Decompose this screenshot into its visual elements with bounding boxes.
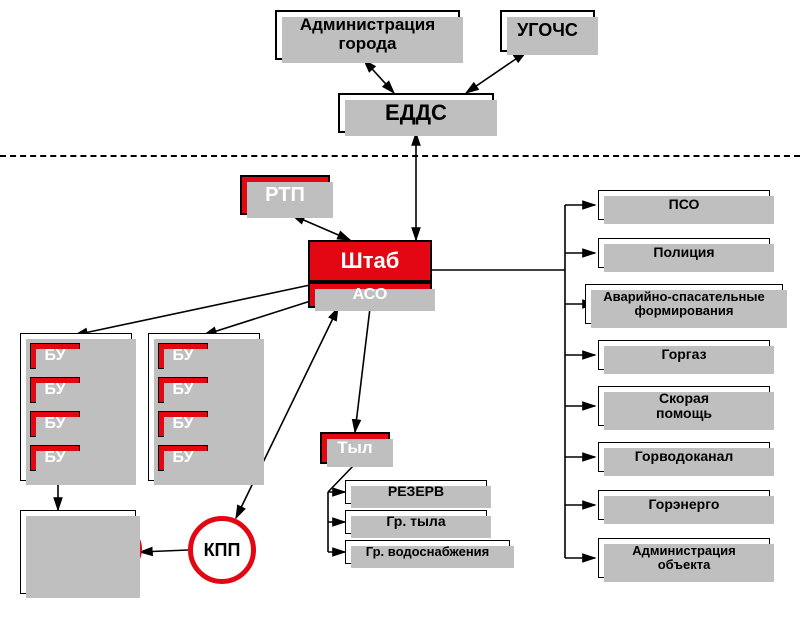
node-pso: ПСО (598, 190, 770, 220)
node-aso: АСО (308, 282, 432, 308)
node-shtab: Штаб (308, 240, 432, 282)
bu-item-7: БУ (158, 445, 208, 471)
bu-item-6: БУ (158, 411, 208, 437)
bu-item-2: БУ (30, 411, 80, 437)
node-admin_obj: Администрация объекта (598, 538, 770, 578)
node-gdz_frame (20, 510, 136, 594)
node-ugochs: УГОЧС (500, 10, 595, 52)
node-gorgaz: Горгаз (598, 340, 770, 370)
kpp-circle: КПП (188, 516, 256, 584)
bu-item-3: БУ (30, 445, 80, 471)
node-gr_vod: Гр. водоснабжения (345, 540, 510, 564)
node-police: Полиция (598, 238, 770, 268)
node-edds: ЕДДС (338, 93, 494, 133)
node-rezerv: РЕЗЕРВ (345, 480, 487, 504)
node-gorvod: Горводоканал (598, 442, 770, 472)
diagram-stage: Администрация города УГОЧС ЕДДС РТП ШтабАСО Т… (0, 0, 800, 619)
bu-item-1: БУ (30, 377, 80, 403)
node-skoraya: Скорая помощь (598, 386, 770, 426)
node-gr_tyla: Гр. тыла (345, 510, 487, 534)
node-tyl: Тыл (320, 432, 390, 464)
bu-item-4: БУ (158, 343, 208, 369)
node-admin: Администрация города (275, 10, 460, 60)
section-divider (0, 155, 800, 157)
node-gorenergo: Горэнерго (598, 490, 770, 520)
bu-item-5: БУ (158, 377, 208, 403)
bu-item-0: БУ (30, 343, 80, 369)
node-rtp: РТП (240, 175, 330, 215)
node-asf: Аварийно-спасательные формирования (585, 284, 783, 324)
